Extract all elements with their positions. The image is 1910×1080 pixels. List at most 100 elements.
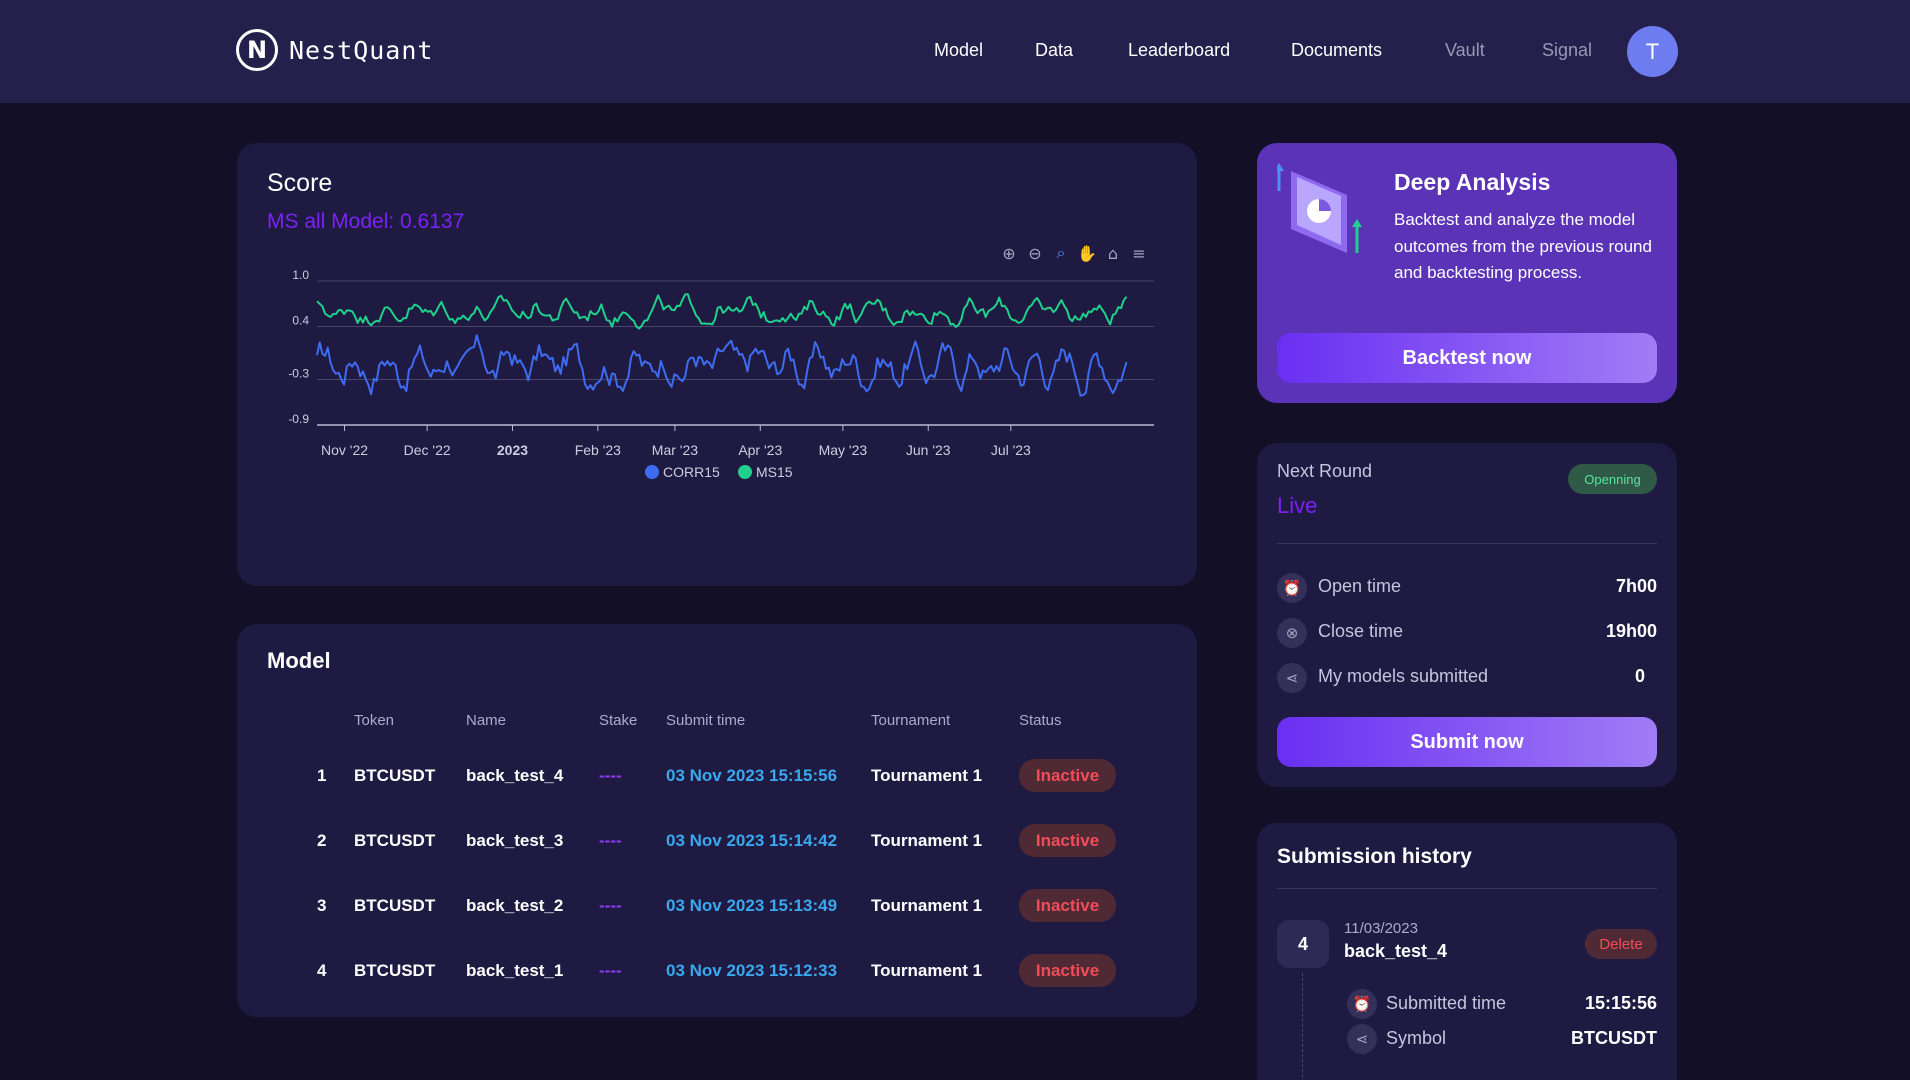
zoom-out-icon[interactable]: ⊖ — [1028, 243, 1042, 263]
user-avatar[interactable]: T — [1627, 26, 1678, 77]
pan-icon[interactable]: ✋ — [1077, 243, 1097, 263]
logo-icon: N — [236, 29, 278, 71]
row-stake: ---- — [599, 961, 622, 980]
divider — [1277, 543, 1657, 544]
score-subtitle: MS all Model: 0.6137 — [267, 210, 465, 233]
history-entry-number: 4 — [1277, 920, 1329, 968]
score-chart: 1.0 0.4 -0.3 -0.9 Nov '22 Dec '22 2023 Feb '23 M… — [288, 268, 1154, 480]
row-submit-time: 03 Nov 2023 15:15:56 — [666, 766, 838, 785]
share-icon: ⋖ — [1277, 663, 1307, 693]
deep-analysis-card: Deep Analysis Backtest and analyze the m… — [1257, 143, 1677, 403]
divider — [1277, 888, 1657, 889]
symbol-value: BTCUSDT — [1571, 1028, 1657, 1048]
col-submit-time: Submit time — [666, 712, 746, 729]
nav-leaderboard[interactable]: Leaderboard — [1128, 40, 1231, 60]
series-line-corr15 — [316, 334, 1128, 397]
top-header: N NestQuant Model Data Leaderboard Docum… — [0, 0, 1910, 103]
next-round-card: Next Round Live Openning ⏰ Open time 7h0… — [1257, 443, 1677, 787]
clock-close-icon: ⊗ — [1277, 618, 1307, 648]
submitted-time-label: Submitted time — [1386, 993, 1507, 1013]
nav-signal[interactable]: Signal — [1542, 40, 1593, 60]
menu-icon[interactable]: ≡ — [1132, 243, 1146, 263]
x-tick-label: Dec '22 — [404, 442, 451, 458]
col-name: Name — [466, 712, 507, 729]
models-submitted-value: 0 — [1634, 666, 1645, 686]
round-status: Live — [1277, 493, 1318, 518]
deep-analysis-text: Backtest and analyze the model outcomes … — [1394, 210, 1652, 282]
row-token: BTCUSDT — [354, 831, 436, 850]
col-status: Status — [1019, 712, 1062, 729]
nav-data[interactable]: Data — [1035, 40, 1074, 60]
close-time-label: Close time — [1318, 621, 1404, 641]
clock-icon: ⏰ — [1347, 989, 1377, 1019]
row-tournament: Tournament 1 — [871, 831, 983, 850]
legend-marker — [645, 465, 659, 479]
status-badge: Inactive — [1019, 759, 1116, 792]
row-name: back_test_1 — [466, 961, 564, 980]
row-token: BTCUSDT — [354, 896, 436, 915]
row-name: back_test_2 — [466, 896, 564, 915]
score-title: Score — [267, 169, 333, 197]
model-card: Model Token Name Stake Submit time Tourn… — [237, 624, 1197, 1017]
submitted-time-value: 15:15:56 — [1584, 993, 1657, 1013]
delete-button[interactable]: Delete — [1585, 929, 1657, 959]
status-badge: Inactive — [1019, 889, 1116, 922]
main-nav: Model Data Leaderboard Documents Vault S… — [0, 0, 1910, 103]
open-time-label: Open time — [1318, 576, 1402, 596]
row-index: 2 — [317, 831, 327, 850]
y-tick-label: -0.3 — [288, 367, 309, 381]
model-title: Model — [267, 648, 331, 673]
history-entry-date: 11/03/2023 — [1344, 920, 1418, 937]
row-submit-time: 03 Nov 2023 15:14:42 — [666, 831, 838, 850]
row-index: 3 — [317, 896, 327, 915]
legend-label: MS15 — [756, 464, 793, 480]
row-stake: ---- — [599, 766, 622, 785]
brand-name: NestQuant — [289, 35, 434, 65]
submit-now-button[interactable]: Submit now — [1277, 717, 1657, 767]
row-name: back_test_4 — [466, 766, 564, 785]
x-tick-label: Feb '23 — [575, 442, 621, 458]
nav-documents[interactable]: Documents — [1291, 40, 1383, 60]
row-tournament: Tournament 1 — [871, 896, 983, 915]
row-tournament: Tournament 1 — [871, 766, 983, 785]
x-tick-label: Mar '23 — [652, 442, 698, 458]
series-line-ms15 — [316, 293, 1128, 330]
zoom-in-icon[interactable]: ⊕ — [1002, 243, 1016, 263]
x-tick-label: Nov '22 — [321, 442, 368, 458]
x-tick-label: May '23 — [819, 442, 868, 458]
brand-logo[interactable]: N NestQuant — [236, 29, 433, 71]
x-tick-label: Jun '23 — [906, 442, 951, 458]
y-tick-label: 1.0 — [292, 268, 309, 282]
backtest-now-button[interactable]: Backtest now — [1277, 333, 1657, 383]
open-time-value: 7h00 — [1615, 576, 1657, 596]
zoom-select-icon[interactable]: ⌕ — [1056, 243, 1066, 262]
submission-history-card: Submission history 4 11/03/2023 back_tes… — [1257, 823, 1677, 1080]
nav-model[interactable]: Model — [934, 40, 984, 60]
nav-vault[interactable]: Vault — [1445, 40, 1485, 60]
analysis-illustration-icon — [1277, 163, 1362, 253]
row-index: 1 — [317, 766, 327, 785]
close-time-value: 19h00 — [1605, 621, 1657, 641]
score-card: Score MS all Model: 0.6137 ⊕ ⊖ ⌕ ✋ ⌂ ≡ 1… — [237, 143, 1197, 586]
timeline-line — [1302, 973, 1303, 1080]
clock-icon: ⏰ — [1277, 573, 1307, 603]
submission-history-title: Submission history — [1277, 845, 1472, 868]
x-tick-label: 2023 — [497, 442, 528, 458]
chart-toolbar: ⊕ ⊖ ⌕ ✋ ⌂ ≡ — [999, 243, 1149, 263]
row-name: back_test_3 — [466, 831, 564, 850]
opening-badge: Openning — [1568, 464, 1657, 494]
row-submit-time: 03 Nov 2023 15:13:49 — [666, 896, 838, 915]
row-stake: ---- — [599, 896, 622, 915]
y-tick-label: -0.9 — [288, 412, 309, 426]
col-stake: Stake — [599, 712, 638, 729]
deep-analysis-title: Deep Analysis — [1394, 169, 1551, 195]
col-token: Token — [354, 712, 395, 729]
home-icon[interactable]: ⌂ — [1107, 243, 1119, 263]
row-tournament: Tournament 1 — [871, 961, 983, 980]
status-badge: Inactive — [1019, 954, 1116, 987]
row-index: 4 — [317, 961, 327, 980]
row-token: BTCUSDT — [354, 766, 436, 785]
row-submit-time: 03 Nov 2023 15:12:33 — [666, 961, 838, 980]
symbol-label: Symbol — [1386, 1028, 1447, 1048]
x-tick-label: Jul '23 — [991, 442, 1031, 458]
